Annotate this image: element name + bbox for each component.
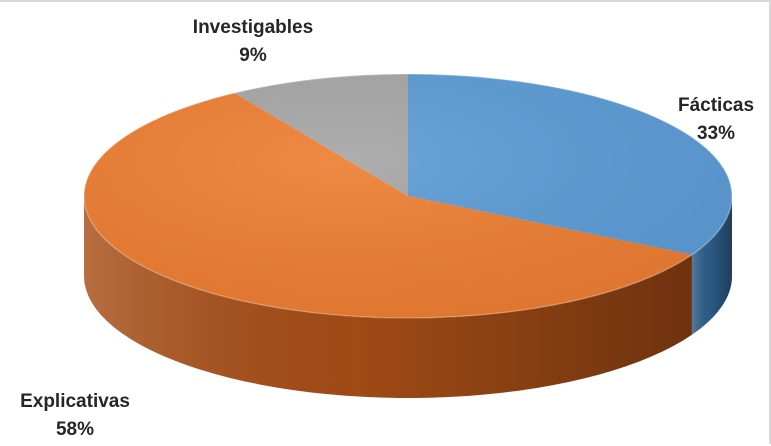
slice-percent-facticas: 33% xyxy=(696,123,736,144)
pie-rim xyxy=(83,73,733,319)
pie-side-facticas-shade xyxy=(691,196,732,335)
pie-top-sheen xyxy=(84,74,732,318)
slice-name-facticas: Fácticas xyxy=(677,95,755,116)
slice-percent-explicativas: 58% xyxy=(55,419,95,440)
pie-sides xyxy=(84,196,732,398)
slice-percent-investigables: 9% xyxy=(239,45,267,66)
slice-name-explicativas: Explicativas xyxy=(20,391,130,412)
slice-name-investigables: Investigables xyxy=(192,17,314,38)
pie-tops xyxy=(83,73,733,319)
slice-label-investigables: Investigables 9% xyxy=(168,14,338,70)
slice-label-explicativas: Explicativas 58% xyxy=(0,388,150,444)
pie-side-explicativas-shade xyxy=(84,196,692,398)
slice-label-facticas: Fácticas 33% xyxy=(660,92,771,148)
